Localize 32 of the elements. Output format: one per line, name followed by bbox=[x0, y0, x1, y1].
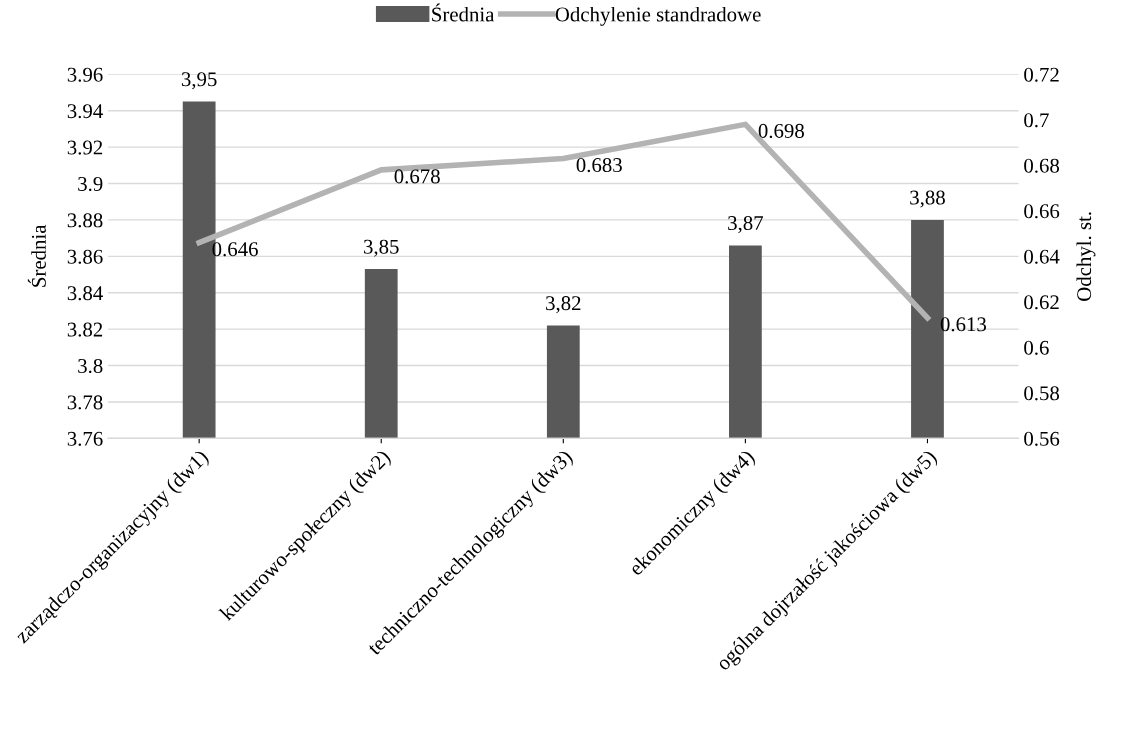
y2-tick-label: 0.64 bbox=[1024, 249, 1060, 264]
y-tick-label: 3.84 bbox=[67, 286, 103, 301]
y-tick-label: 3.94 bbox=[67, 104, 103, 119]
data-label: 3,87 bbox=[728, 216, 764, 234]
y-axis-title: Średnia bbox=[27, 224, 46, 287]
y-tick-label: 3.88 bbox=[67, 213, 103, 228]
y-tick-label: 3.92 bbox=[67, 140, 103, 155]
data-label: 3,85 bbox=[364, 239, 399, 257]
y2-tick-label: 0.68 bbox=[1024, 158, 1060, 173]
legend-label: Średnia bbox=[432, 3, 495, 22]
y2-tick-label: 0.7 bbox=[1024, 113, 1049, 128]
data-label: 0.683 bbox=[576, 157, 622, 173]
y-tick-label: 3.96 bbox=[67, 67, 103, 82]
data-label: 0.678 bbox=[394, 169, 440, 184]
y2-tick-label: 0.72 bbox=[1024, 67, 1059, 82]
y2-tick-label: 0.66 bbox=[1024, 204, 1060, 219]
y-tick-label: 3.9 bbox=[78, 176, 103, 192]
data-label: 0.698 bbox=[758, 123, 804, 138]
y-tick-label: 3.76 bbox=[67, 431, 103, 446]
y2-axis-title: Odchyl. st. bbox=[1076, 212, 1096, 301]
data-label: 3,95 bbox=[181, 72, 217, 90]
y2-tick-label: 0.58 bbox=[1024, 386, 1060, 401]
legend-label: Odchylenie standradowe bbox=[555, 6, 761, 26]
y-tick-label: 3.82 bbox=[67, 322, 103, 337]
y2-tick-label: 0.62 bbox=[1024, 295, 1059, 310]
y2-tick-label: 0.56 bbox=[1024, 431, 1060, 446]
data-label: 3,82 bbox=[546, 296, 581, 314]
y-tick-label: 3.86 bbox=[67, 249, 103, 264]
y-tick-label: 3.78 bbox=[67, 395, 103, 410]
y-tick-label: 3.8 bbox=[78, 358, 103, 374]
y2-tick-label: 0.6 bbox=[1024, 340, 1049, 355]
data-label: 3,88 bbox=[910, 190, 945, 208]
